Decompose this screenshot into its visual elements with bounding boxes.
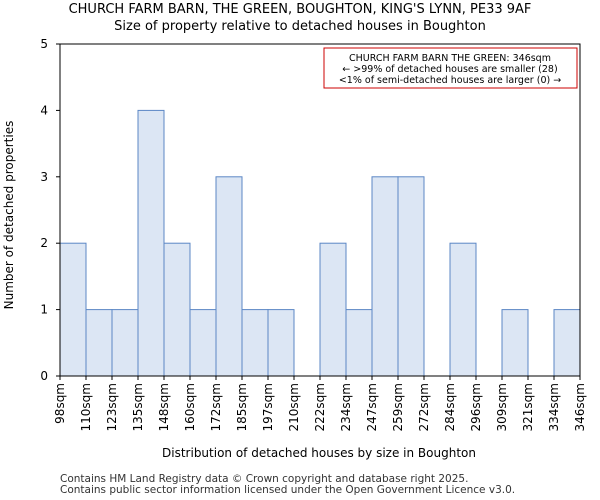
bar-234sqm	[345, 309, 373, 377]
x-tick-label: 110sqm	[79, 383, 93, 431]
x-tick-label: 234sqm	[339, 383, 353, 431]
bar-98sqm	[59, 242, 87, 377]
bar-148sqm	[163, 242, 191, 377]
bar-334sqm	[553, 309, 581, 377]
y-tick-label: 2	[40, 236, 48, 250]
annotation-line-1: CHURCH FARM BARN THE GREEN: 346sqm	[349, 53, 551, 64]
x-tick-label: 160sqm	[183, 383, 197, 431]
y-tick-label: 5	[40, 37, 48, 51]
bar-110sqm	[85, 309, 113, 377]
annotation-line-2: ← >99% of detached houses are smaller (2…	[342, 64, 557, 75]
bars-group	[59, 109, 581, 377]
bar-197sqm	[267, 309, 295, 377]
bar-222sqm	[319, 242, 347, 377]
x-tick-label: 148sqm	[157, 383, 171, 431]
x-tick-label: 259sqm	[391, 383, 405, 431]
x-tick-label: 185sqm	[235, 383, 249, 431]
x-tick-label: 123sqm	[105, 383, 119, 431]
annotation-line-3: <1% of semi-detached houses are larger (…	[339, 75, 561, 86]
bar-172sqm	[215, 176, 243, 377]
x-tick-label: 284sqm	[443, 383, 457, 431]
bar-309sqm	[501, 309, 529, 377]
annotation-box: CHURCH FARM BARN THE GREEN: 346sqm ← >99…	[323, 47, 578, 89]
x-tick-label: 321sqm	[521, 383, 535, 431]
y-tick-label: 4	[40, 103, 48, 117]
x-tick-label: 296sqm	[469, 383, 483, 431]
y-tick-label: 0	[40, 369, 48, 383]
x-tick-label: 334sqm	[547, 383, 561, 431]
x-tick-label: 346sqm	[573, 383, 587, 431]
x-tick-label: 172sqm	[209, 383, 223, 431]
x-tick-label: 309sqm	[495, 383, 509, 431]
x-tick-label: 98sqm	[53, 383, 67, 424]
bar-135sqm	[137, 109, 165, 377]
x-tick-label: 222sqm	[313, 383, 327, 431]
x-tick-label: 197sqm	[261, 383, 275, 431]
y-axis-label: Number of detached properties	[2, 121, 16, 310]
chart-subtitle: Size of property relative to detached ho…	[114, 19, 486, 34]
y-tick-label: 1	[40, 303, 48, 317]
footer-copyright: Contains HM Land Registry data © Crown c…	[60, 473, 469, 485]
x-axis-label: Distribution of detached houses by size …	[162, 446, 476, 460]
bar-247sqm	[371, 176, 399, 377]
x-tick-label: 247sqm	[365, 383, 379, 431]
bar-123sqm	[111, 309, 139, 377]
y-tick-label: 3	[40, 170, 48, 184]
chart-title: CHURCH FARM BARN, THE GREEN, BOUGHTON, K…	[68, 2, 532, 17]
x-tick-label: 210sqm	[287, 383, 301, 431]
bar-259sqm	[397, 176, 425, 377]
footer-licence: Contains public sector information licen…	[60, 484, 516, 496]
bar-185sqm	[241, 309, 269, 377]
x-tick-label: 135sqm	[131, 383, 145, 431]
x-tick-label: 272sqm	[417, 383, 431, 431]
bar-284sqm	[449, 242, 477, 377]
y-axis: 0 1 2 3 4 5	[40, 37, 60, 383]
x-axis: 98sqm 110sqm 123sqm 135sqm 148sqm 160sqm 172sq…	[53, 376, 587, 431]
bar-160sqm	[189, 309, 217, 377]
